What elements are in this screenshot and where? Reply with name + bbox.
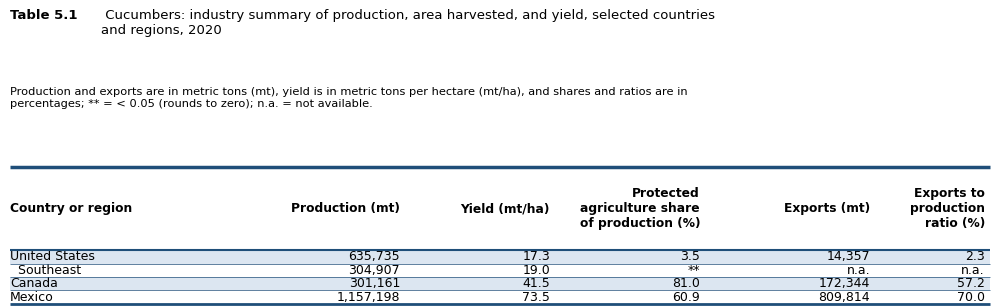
Text: Mexico: Mexico: [10, 291, 54, 304]
Text: 301,161: 301,161: [349, 277, 400, 290]
Bar: [10, 290, 990, 304]
Text: Table 5.1: Table 5.1: [10, 9, 78, 22]
Text: Exports to
production
ratio (%): Exports to production ratio (%): [910, 187, 985, 230]
Text: n.a.: n.a.: [961, 264, 985, 277]
Text: Production and exports are in metric tons (mt), yield is in metric tons per hect: Production and exports are in metric ton…: [10, 87, 688, 109]
Text: 14,357: 14,357: [826, 251, 870, 263]
Text: 73.5: 73.5: [522, 291, 550, 304]
Text: Production (mt): Production (mt): [291, 202, 400, 215]
Text: 2.3: 2.3: [965, 251, 985, 263]
Text: Yield (mt/ha): Yield (mt/ha): [461, 202, 550, 215]
Text: 19.0: 19.0: [522, 264, 550, 277]
Text: Canada: Canada: [10, 277, 58, 290]
Bar: [10, 250, 990, 264]
Text: 1,157,198: 1,157,198: [336, 291, 400, 304]
Text: Protected
agriculture share
of production (%): Protected agriculture share of productio…: [580, 187, 700, 230]
Text: 635,735: 635,735: [348, 251, 400, 263]
Text: 17.3: 17.3: [522, 251, 550, 263]
Text: 60.9: 60.9: [672, 291, 700, 304]
Text: **: **: [688, 264, 700, 277]
Text: 81.0: 81.0: [672, 277, 700, 290]
Bar: [10, 277, 990, 290]
Text: United States: United States: [10, 251, 95, 263]
Text: Country or region: Country or region: [10, 202, 132, 215]
Text: 41.5: 41.5: [522, 277, 550, 290]
Text: Exports (mt): Exports (mt): [784, 202, 870, 215]
Text: 809,814: 809,814: [818, 291, 870, 304]
Text: 304,907: 304,907: [348, 264, 400, 277]
Bar: [10, 264, 990, 277]
Text: 172,344: 172,344: [819, 277, 870, 290]
Text: Cucumbers: industry summary of production, area harvested, and yield, selected c: Cucumbers: industry summary of productio…: [101, 9, 715, 37]
Text: n.a.: n.a.: [846, 264, 870, 277]
Text: 57.2: 57.2: [957, 277, 985, 290]
Text: 70.0: 70.0: [957, 291, 985, 304]
Text: Southeast: Southeast: [10, 264, 81, 277]
Text: 3.5: 3.5: [680, 251, 700, 263]
